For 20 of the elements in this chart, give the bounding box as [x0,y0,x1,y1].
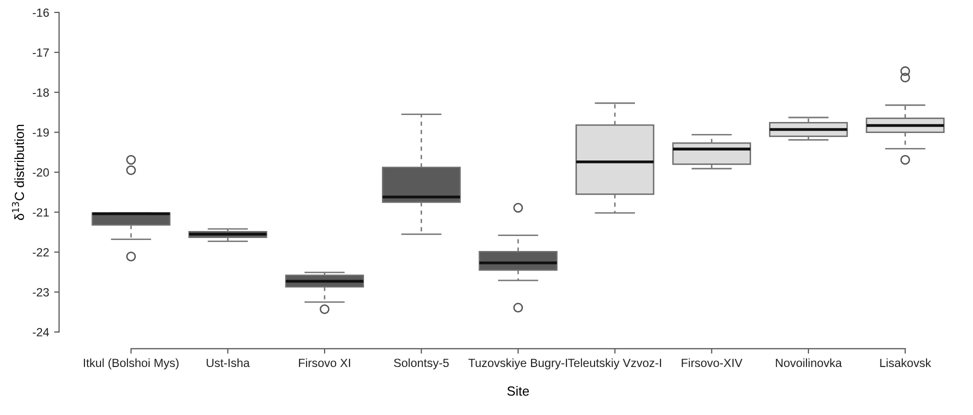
y-tick-label: -18 [32,88,49,97]
x-tick-label: Teleutskiy Vzvoz-I [568,358,662,370]
x-axis-title: Site [507,386,529,396]
y-tick-label: -21 [32,208,49,216]
x-tick-label: Tuzovskiye Bugry-I [468,358,568,370]
x-tick-label: Novoilinovka [776,358,842,368]
x-tick-label: Firsovo-XIV [682,358,742,368]
y-tick-label: -24 [32,328,50,336]
x-tick-label: Firsovo XI [298,358,350,368]
x-tick-label: Ust-Isha [206,358,250,368]
x-tick-label: Itkul (Bolshoi Mys) [84,358,179,370]
y-tick-label: -19 [32,128,49,137]
y-tick-label: -17 [32,48,49,57]
y-axis-title: δ$^{13}$C distribution [12,124,24,220]
y-tick-label: -22 [32,248,49,256]
y-tick-label: -16 [32,8,49,17]
y-tick-label: -20 [32,168,49,177]
y-tick-label: -23 [32,288,49,296]
x-tick-label: Solontsy-5 [394,358,449,370]
x-tick-label: Lisakovsk [880,358,932,368]
